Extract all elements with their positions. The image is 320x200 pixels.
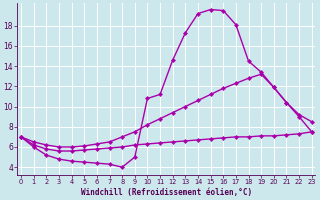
X-axis label: Windchill (Refroidissement éolien,°C): Windchill (Refroidissement éolien,°C) <box>81 188 252 197</box>
